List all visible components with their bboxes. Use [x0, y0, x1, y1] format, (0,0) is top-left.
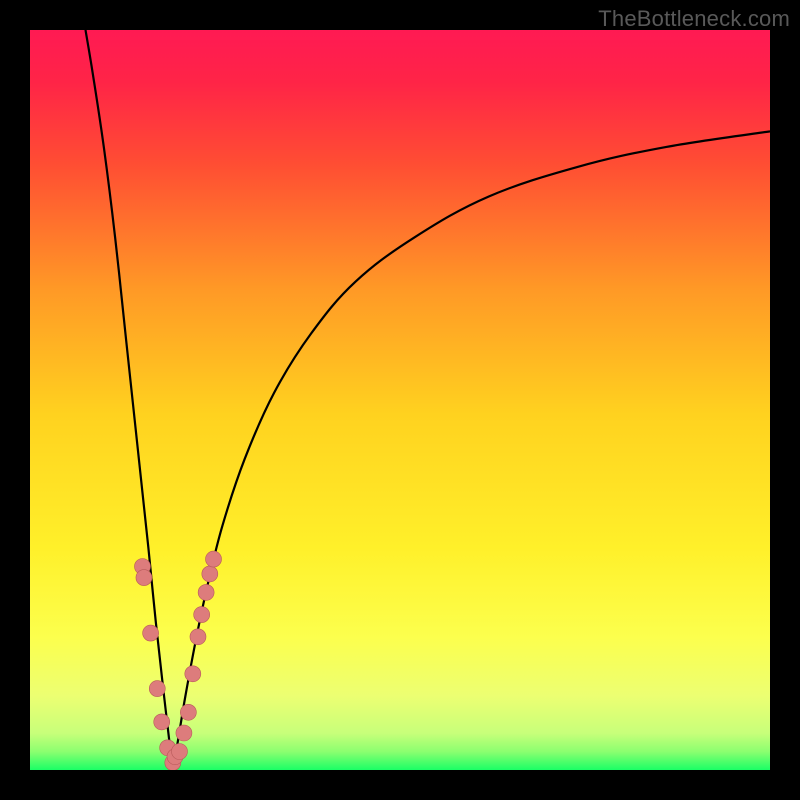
curve-layer: [30, 30, 770, 770]
data-marker: [143, 625, 159, 641]
data-marker: [202, 566, 218, 582]
data-marker: [198, 584, 214, 600]
data-marker: [149, 681, 165, 697]
curve-left-branch: [86, 30, 173, 770]
data-marker: [136, 570, 152, 586]
chart-container: TheBottleneck.com: [0, 0, 800, 800]
data-marker: [154, 714, 170, 730]
data-marker: [171, 744, 187, 760]
watermark-text: TheBottleneck.com: [598, 6, 790, 32]
data-marker: [176, 725, 192, 741]
plot-area: [30, 30, 770, 770]
curve-right-branch: [173, 131, 770, 770]
data-marker: [185, 666, 201, 682]
data-marker: [180, 704, 196, 720]
data-marker: [190, 629, 206, 645]
data-marker: [194, 607, 210, 623]
data-marker: [206, 551, 222, 567]
